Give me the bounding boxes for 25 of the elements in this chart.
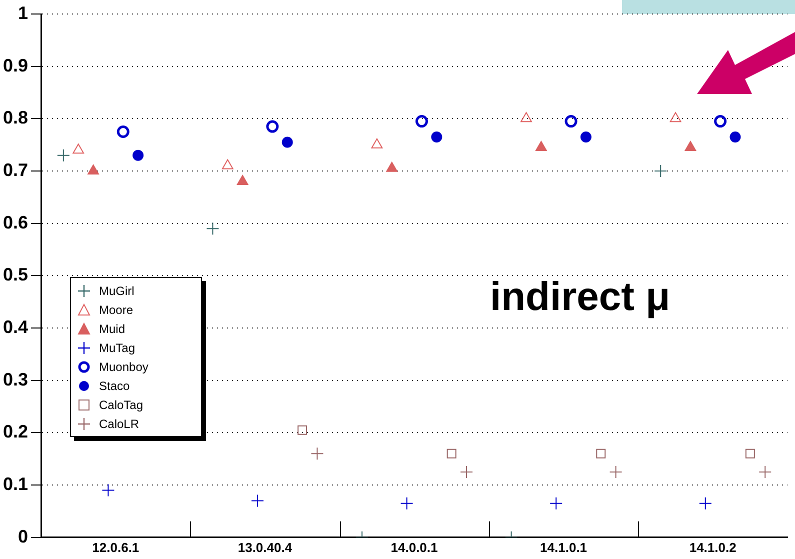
y-tick-label: 0.5 <box>2 264 28 285</box>
annotation: indirect μ <box>490 275 670 320</box>
legend-label: MuTag <box>99 340 136 354</box>
y-tick-label: 0.8 <box>2 108 28 128</box>
y-tick-label: 1 <box>18 2 28 23</box>
x-tick-label: 14.1.0.2 <box>689 540 736 555</box>
legend-label: CaloTag <box>99 398 144 412</box>
legend-label: Muonboy <box>99 360 148 374</box>
legend-label: Moore <box>99 302 134 316</box>
y-tick-label: 0.1 <box>2 474 28 494</box>
y-tick-label: 0.2 <box>2 422 28 442</box>
y-tick-label: 0.9 <box>2 55 28 76</box>
y-tick-label: 0.3 <box>2 369 28 390</box>
x-tick-label: 12.0.6.1 <box>92 540 140 555</box>
legend-label: CaloLR <box>99 416 140 430</box>
legend-label: Staco <box>99 378 130 392</box>
y-tick-label: 0.6 <box>2 212 28 232</box>
x-tick-label: 14.0.0.1 <box>390 540 438 555</box>
x-tick-label: 13.0.40.4 <box>238 540 293 555</box>
y-tick-label: 0.7 <box>2 160 28 180</box>
y-tick-label: 0.4 <box>2 317 28 338</box>
x-tick-label: 14.1.0.1 <box>540 540 588 555</box>
legend-label: MuGirl <box>99 284 134 298</box>
legend-label: Muid <box>99 322 126 336</box>
y-tick-label: 0 <box>18 526 28 546</box>
